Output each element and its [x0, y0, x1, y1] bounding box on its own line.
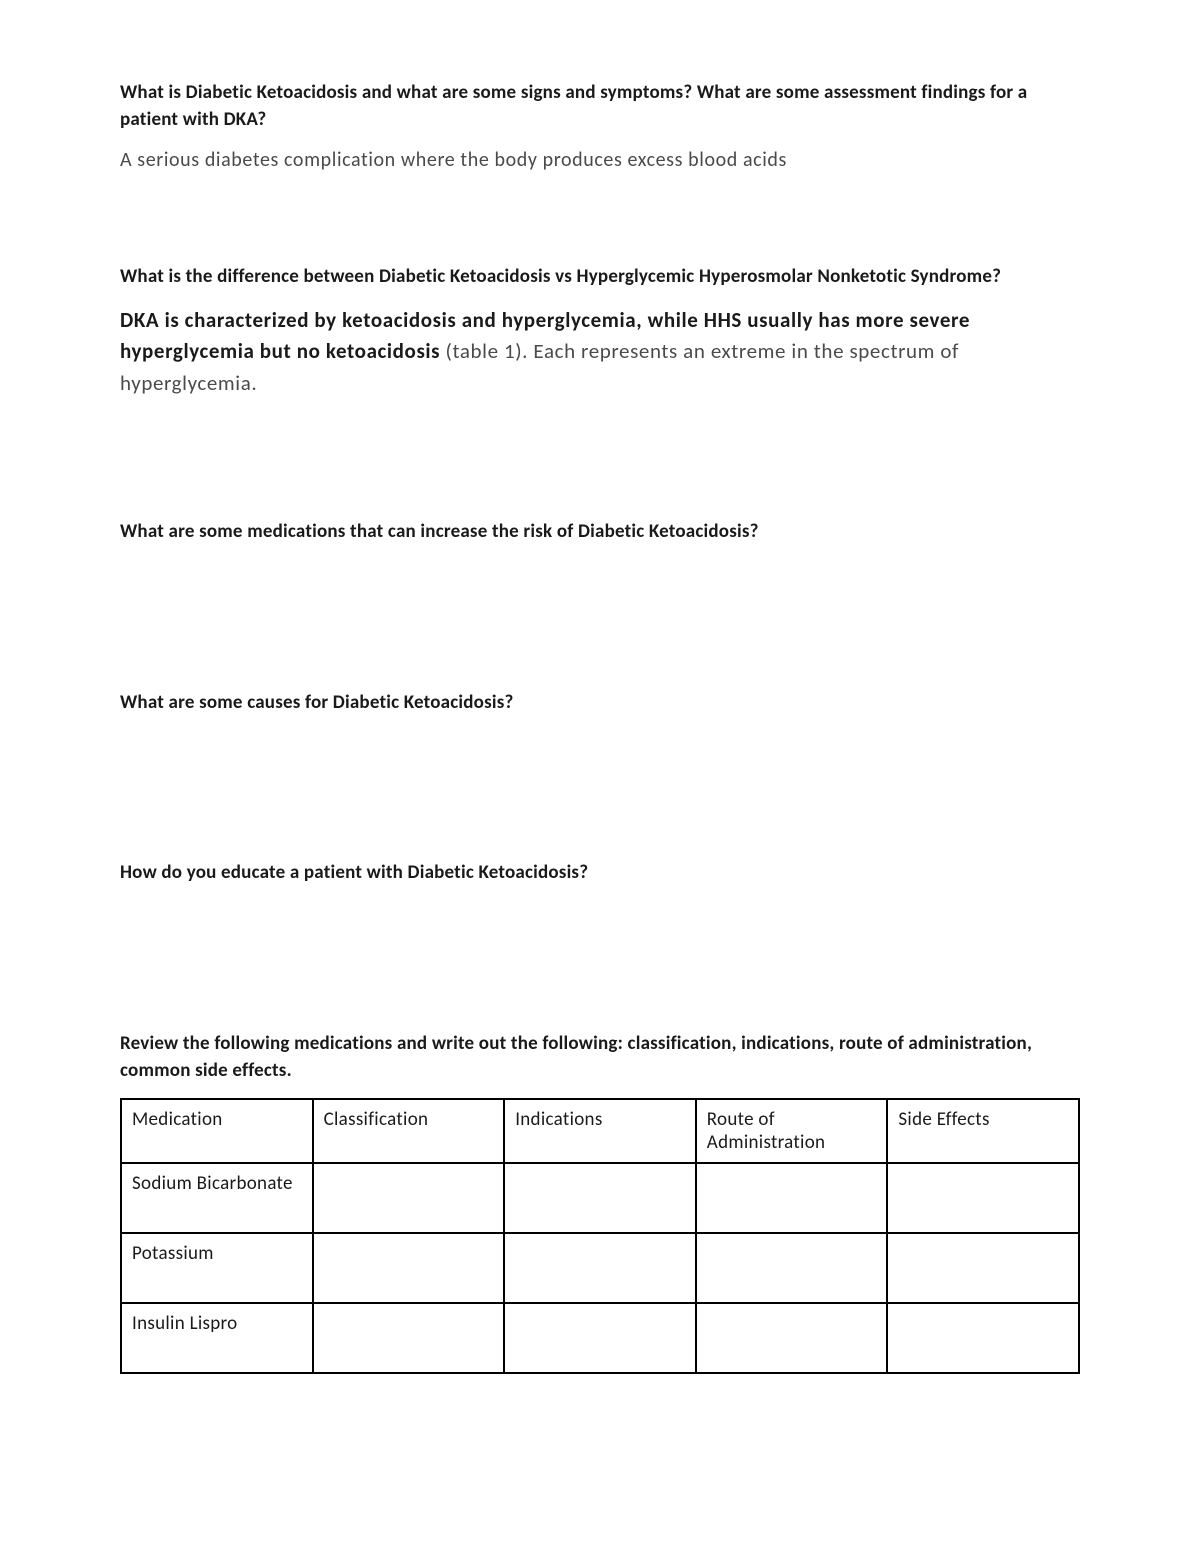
cell-route	[696, 1233, 888, 1303]
spacer	[120, 560, 1080, 690]
col-medication: Medication	[121, 1099, 313, 1163]
cell-indications	[504, 1233, 696, 1303]
cell-side-effects	[887, 1303, 1079, 1373]
spacer	[120, 901, 1080, 1031]
spacer	[120, 730, 1080, 860]
cell-classification	[313, 1233, 505, 1303]
table-header-row: Medication Classification Indications Ro…	[121, 1099, 1079, 1163]
document-page: What is Diabetic Ketoacidosis and what a…	[0, 0, 1200, 1553]
spacer	[120, 399, 1080, 519]
cell-route	[696, 1163, 888, 1233]
col-indications: Indications	[504, 1099, 696, 1163]
cell-side-effects	[887, 1233, 1079, 1303]
cell-side-effects	[887, 1163, 1079, 1233]
question-4: What are some causes for Diabetic Ketoac…	[120, 690, 1080, 717]
question-1: What is Diabetic Ketoacidosis and what a…	[120, 80, 1080, 133]
answer-2: DKA is characterized by ketoacidosis and…	[120, 305, 1080, 400]
medication-table: Medication Classification Indications Ro…	[120, 1098, 1080, 1374]
col-side-effects: Side Effects	[887, 1099, 1079, 1163]
col-classification: Classification	[313, 1099, 505, 1163]
question-5: How do you educate a patient with Diabet…	[120, 860, 1080, 887]
question-2: What is the difference between Diabetic …	[120, 264, 1080, 291]
table-row: Sodium Bicarbonate	[121, 1163, 1079, 1233]
table-row: Insulin Lispro	[121, 1303, 1079, 1373]
table-row: Potassium	[121, 1233, 1079, 1303]
cell-classification	[313, 1163, 505, 1233]
spacer	[120, 184, 1080, 264]
cell-indications	[504, 1163, 696, 1233]
cell-route	[696, 1303, 888, 1373]
col-route: Route of Administration	[696, 1099, 888, 1163]
question-6: Review the following medications and wri…	[120, 1031, 1080, 1084]
cell-classification	[313, 1303, 505, 1373]
cell-medication: Sodium Bicarbonate	[121, 1163, 313, 1233]
cell-medication: Insulin Lispro	[121, 1303, 313, 1373]
cell-medication: Potassium	[121, 1233, 313, 1303]
cell-indications	[504, 1303, 696, 1373]
answer-1: A serious diabetes complication where th…	[120, 147, 1080, 174]
question-3: What are some medications that can incre…	[120, 519, 1080, 546]
